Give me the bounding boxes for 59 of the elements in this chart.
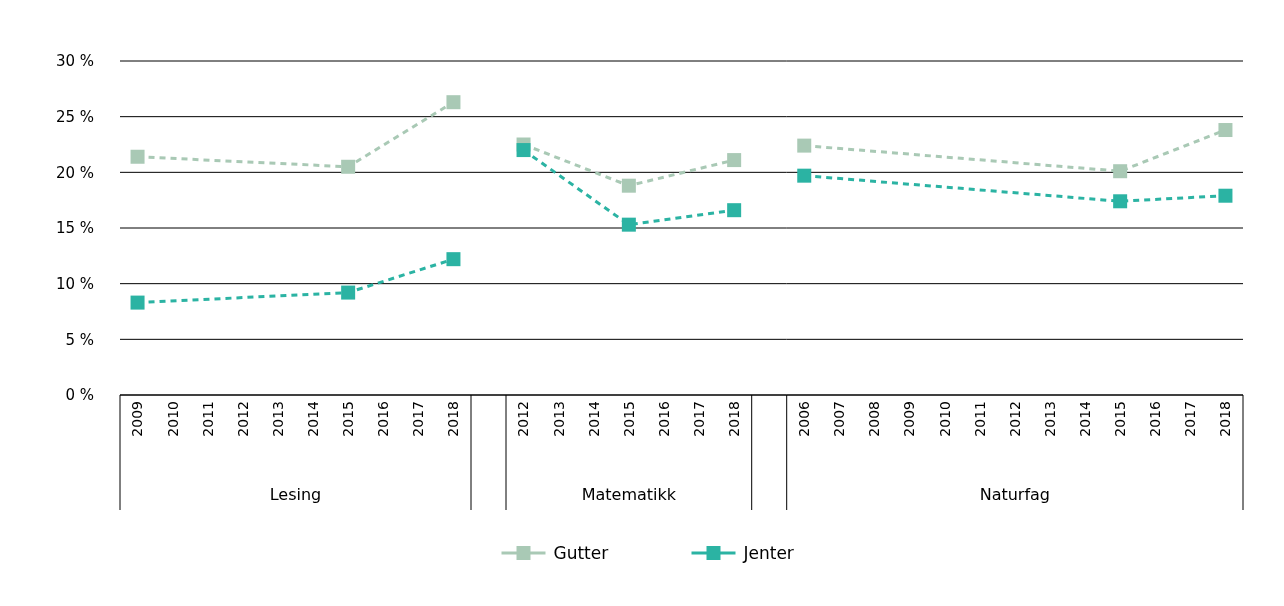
x-tick-label: 2015 (620, 401, 637, 437)
x-tick-label: 2016 (1147, 400, 1164, 437)
x-tick-label: 2014 (1076, 400, 1093, 437)
y-tick-label: 30 % (55, 52, 94, 71)
point (727, 153, 742, 168)
x-tick-label: 2011 (199, 401, 216, 437)
x-axis-title: Naturfag (979, 485, 1051, 504)
x-tick-label: 2017 (1182, 401, 1199, 437)
x-tick-label: 2013 (269, 401, 286, 437)
x-tick-label: 2010 (164, 401, 181, 437)
point (516, 143, 531, 158)
point (446, 95, 461, 110)
x-tick-label: 2012 (234, 401, 251, 437)
x-tick-label: 2014 (585, 400, 602, 437)
x-tick-label: 2009 (129, 401, 146, 437)
point (1218, 188, 1233, 203)
x-tick-label: 2017 (690, 401, 707, 437)
x-tick-label: 2009 (901, 401, 918, 437)
point (446, 252, 461, 267)
x-tick-label: 2016 (655, 400, 672, 437)
point (341, 285, 356, 300)
x-tick-label: 2013 (1041, 401, 1058, 437)
point (797, 168, 812, 183)
y-tick-label: 5 % (65, 330, 94, 349)
x-tick-label: 2007 (831, 401, 848, 437)
point (130, 295, 145, 310)
y-tick-label: 15 % (55, 219, 94, 238)
y-tick-label: 25 % (55, 107, 94, 126)
x-tick-label: 2010 (936, 401, 953, 437)
point (621, 178, 636, 193)
point (727, 203, 742, 218)
x-tick-label: 2008 (866, 401, 883, 437)
x-tick-label: 2015 (1112, 401, 1129, 437)
legend-label: Gutter (553, 542, 609, 563)
point (1113, 194, 1128, 209)
point (1113, 164, 1128, 179)
point (621, 217, 636, 232)
x-tick-label: 2012 (1006, 401, 1023, 437)
x-tick-label: 2006 (796, 400, 813, 437)
point (341, 159, 356, 174)
x-tick-label: 2013 (550, 401, 567, 437)
x-tick-label: 2018 (726, 401, 743, 437)
y-tick-label: 10 % (55, 274, 94, 293)
x-axis-title: Matematikk (581, 485, 677, 504)
x-tick-label: 2015 (340, 401, 357, 437)
x-tick-label: 2012 (515, 401, 532, 437)
y-tick-label: 0 % (65, 386, 94, 405)
x-axis-title: Lesing (269, 485, 322, 504)
y-tick-label: 20 % (55, 163, 94, 182)
x-tick-label: 2018 (445, 401, 462, 437)
x-tick-label: 2017 (410, 401, 427, 437)
x-tick-label: 2018 (1217, 401, 1234, 437)
point (1218, 123, 1233, 138)
x-tick-label: 2016 (375, 400, 392, 437)
point (797, 138, 812, 153)
x-tick-label: 2011 (971, 401, 988, 437)
point (130, 149, 145, 164)
x-tick-label: 2014 (304, 400, 321, 437)
legend-label: Jenter (742, 542, 794, 563)
